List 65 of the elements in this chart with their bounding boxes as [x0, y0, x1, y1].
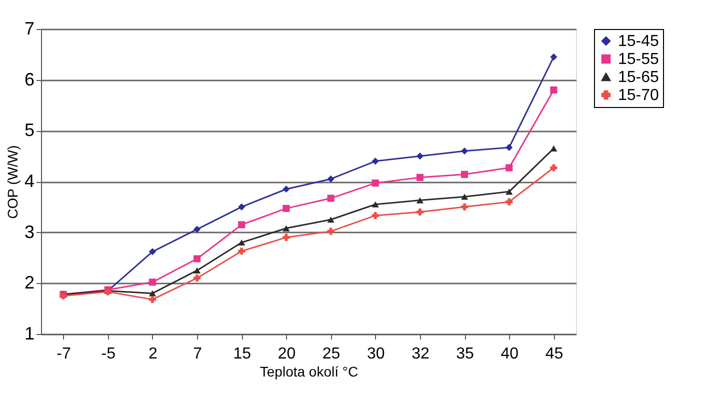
point	[148, 296, 156, 303]
point	[461, 194, 468, 200]
point	[550, 145, 558, 152]
point	[461, 203, 468, 210]
point	[327, 216, 334, 223]
point	[282, 225, 290, 232]
x-tick-label: 35	[456, 346, 474, 362]
point	[282, 204, 290, 212]
point	[238, 221, 246, 228]
point	[327, 175, 334, 182]
x-tick-label: 30	[366, 346, 385, 362]
point	[238, 239, 246, 246]
point	[372, 201, 379, 208]
legend-label: 15-70	[618, 87, 660, 104]
point	[550, 53, 558, 60]
legend-label: 15-65	[618, 69, 660, 86]
x-tick-label: -5	[101, 346, 116, 362]
point	[416, 197, 424, 204]
point	[327, 194, 334, 202]
point	[372, 158, 379, 165]
x-tick-label: 45	[545, 346, 564, 362]
y-axis-title: COP (W/W)	[4, 145, 20, 219]
legend-label: 15-45	[618, 33, 660, 50]
point	[148, 248, 156, 256]
point	[461, 147, 468, 155]
x-tick-label: 25	[322, 346, 340, 362]
point	[372, 179, 379, 187]
point	[416, 152, 424, 160]
x-tick-label: 20	[278, 346, 296, 362]
y-tick-label: 3	[24, 222, 34, 242]
y-tick-label: 2	[24, 272, 34, 293]
point	[550, 164, 558, 172]
legend-label: 15-55	[618, 51, 660, 68]
point	[372, 212, 379, 220]
point	[506, 188, 513, 195]
point	[416, 174, 424, 181]
point	[416, 208, 424, 216]
y-tick-label: 4	[24, 171, 34, 191]
y-tick-label: 1	[24, 324, 34, 344]
x-tick-label: 40	[500, 346, 519, 362]
point	[148, 290, 156, 296]
x-tick-label: 15	[233, 346, 252, 362]
x-tick-label: 7	[193, 346, 202, 362]
y-tick-label: 6	[24, 69, 34, 90]
point	[506, 144, 513, 151]
x-tick-label: 32	[412, 346, 430, 362]
point	[238, 248, 246, 255]
point	[282, 186, 290, 193]
x-tick-label: -7	[56, 346, 72, 362]
point	[327, 228, 334, 235]
y-tick-label: 5	[24, 120, 34, 140]
point	[506, 164, 513, 172]
point	[194, 226, 201, 233]
point	[194, 255, 201, 262]
y-tick-label: 7	[24, 18, 34, 38]
point	[461, 170, 468, 178]
point	[194, 274, 201, 282]
point	[282, 234, 290, 241]
point	[194, 267, 201, 274]
point	[506, 198, 513, 206]
x-tick-label: 2	[148, 346, 158, 362]
point	[238, 203, 246, 210]
x-axis-title: Teplota okolí °C	[260, 364, 358, 380]
point	[148, 278, 156, 286]
point	[550, 86, 558, 94]
